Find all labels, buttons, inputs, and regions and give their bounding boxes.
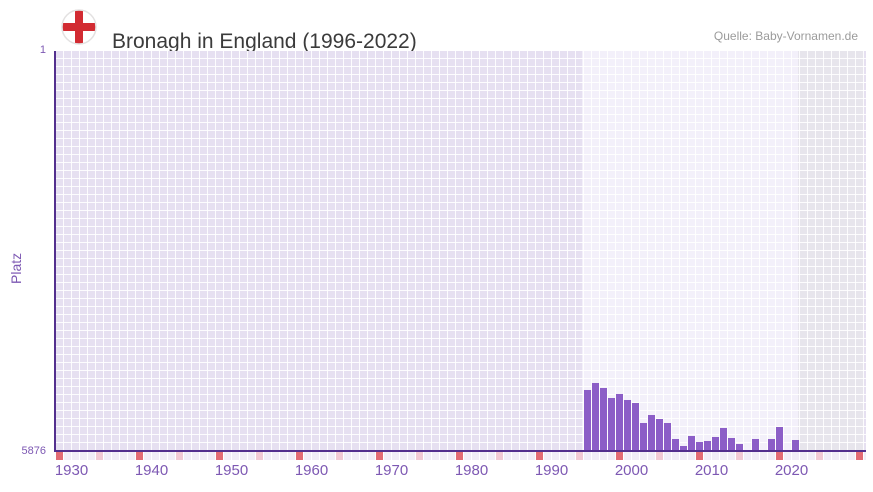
major-tick-2000: [616, 452, 623, 460]
minor-tick-1975: [416, 452, 423, 460]
minor-tick-2005: [656, 452, 663, 460]
minor-tick-1955: [256, 452, 263, 460]
bar-2002: [632, 403, 639, 450]
major-tick-1990: [536, 452, 543, 460]
bar-2012: [712, 437, 719, 450]
plot-area: [56, 51, 866, 450]
minor-tick-1935: [96, 452, 103, 460]
major-tick-2010: [696, 452, 703, 460]
bar-2004: [648, 414, 655, 450]
y-axis-tick-max: 5876: [21, 445, 46, 457]
bar-2020: [776, 426, 783, 450]
bar-2014: [728, 438, 735, 450]
major-tick-2030: [856, 452, 863, 460]
y-axis-line: [54, 51, 56, 452]
major-tick-1940: [136, 452, 143, 460]
bar-2011: [704, 441, 711, 450]
major-tick-1950: [216, 452, 223, 460]
bar-2017: [752, 438, 759, 450]
england-flag-icon: [61, 9, 97, 45]
major-tick-1980: [456, 452, 463, 460]
x-axis-label-1930: 1930: [54, 462, 89, 479]
bar-2006: [664, 422, 671, 450]
bar-1999: [608, 397, 615, 450]
bar-2013: [720, 428, 727, 450]
chart-header: Bronagh in England (1996-2022) Quelle: B…: [0, 0, 873, 53]
x-axis-line: [54, 450, 866, 452]
x-axis-label-1970: 1970: [374, 462, 409, 479]
major-tick-1970: [376, 452, 383, 460]
bar-1998: [600, 387, 607, 450]
bar-2015: [736, 444, 743, 450]
bar-2009: [688, 436, 695, 450]
grid-lines: [56, 51, 866, 450]
x-axis-label-1940: 1940: [134, 462, 169, 479]
minor-tick-1995: [576, 452, 583, 460]
x-axis-label-1960: 1960: [294, 462, 329, 479]
major-tick-1930: [56, 452, 63, 460]
bar-2010: [696, 442, 703, 450]
bar-2019: [768, 438, 775, 450]
bar-2003: [640, 422, 647, 450]
x-axis-label-1990: 1990: [534, 462, 569, 479]
major-tick-1960: [296, 452, 303, 460]
bar-2001: [624, 399, 631, 450]
minor-tick-1965: [336, 452, 343, 460]
x-axis-label-2020: 2020: [774, 462, 809, 479]
major-tick-2020: [776, 452, 783, 460]
source-attribution: Quelle: Baby-Vornamen.de: [713, 29, 858, 43]
bar-1996: [584, 390, 591, 450]
minor-tick-1945: [176, 452, 183, 460]
y-axis-title: Platz: [8, 252, 24, 284]
x-axis-tick-strip: [56, 452, 866, 460]
x-axis-label-2000: 2000: [614, 462, 649, 479]
bar-2007: [672, 438, 679, 450]
x-axis-label-1950: 1950: [214, 462, 249, 479]
bar-2022: [792, 440, 799, 450]
bar-2005: [656, 418, 663, 450]
x-axis-label-2010: 2010: [694, 462, 729, 479]
page-title: Bronagh in England (1996-2022): [112, 30, 417, 54]
bar-2008: [680, 446, 687, 450]
bar-2000: [616, 393, 623, 450]
x-axis-label-1980: 1980: [454, 462, 489, 479]
y-axis-tick-min: 1: [39, 44, 46, 56]
bar-1997: [592, 383, 599, 450]
minor-tick-2015: [736, 452, 743, 460]
minor-tick-1985: [496, 452, 503, 460]
minor-tick-2025: [816, 452, 823, 460]
